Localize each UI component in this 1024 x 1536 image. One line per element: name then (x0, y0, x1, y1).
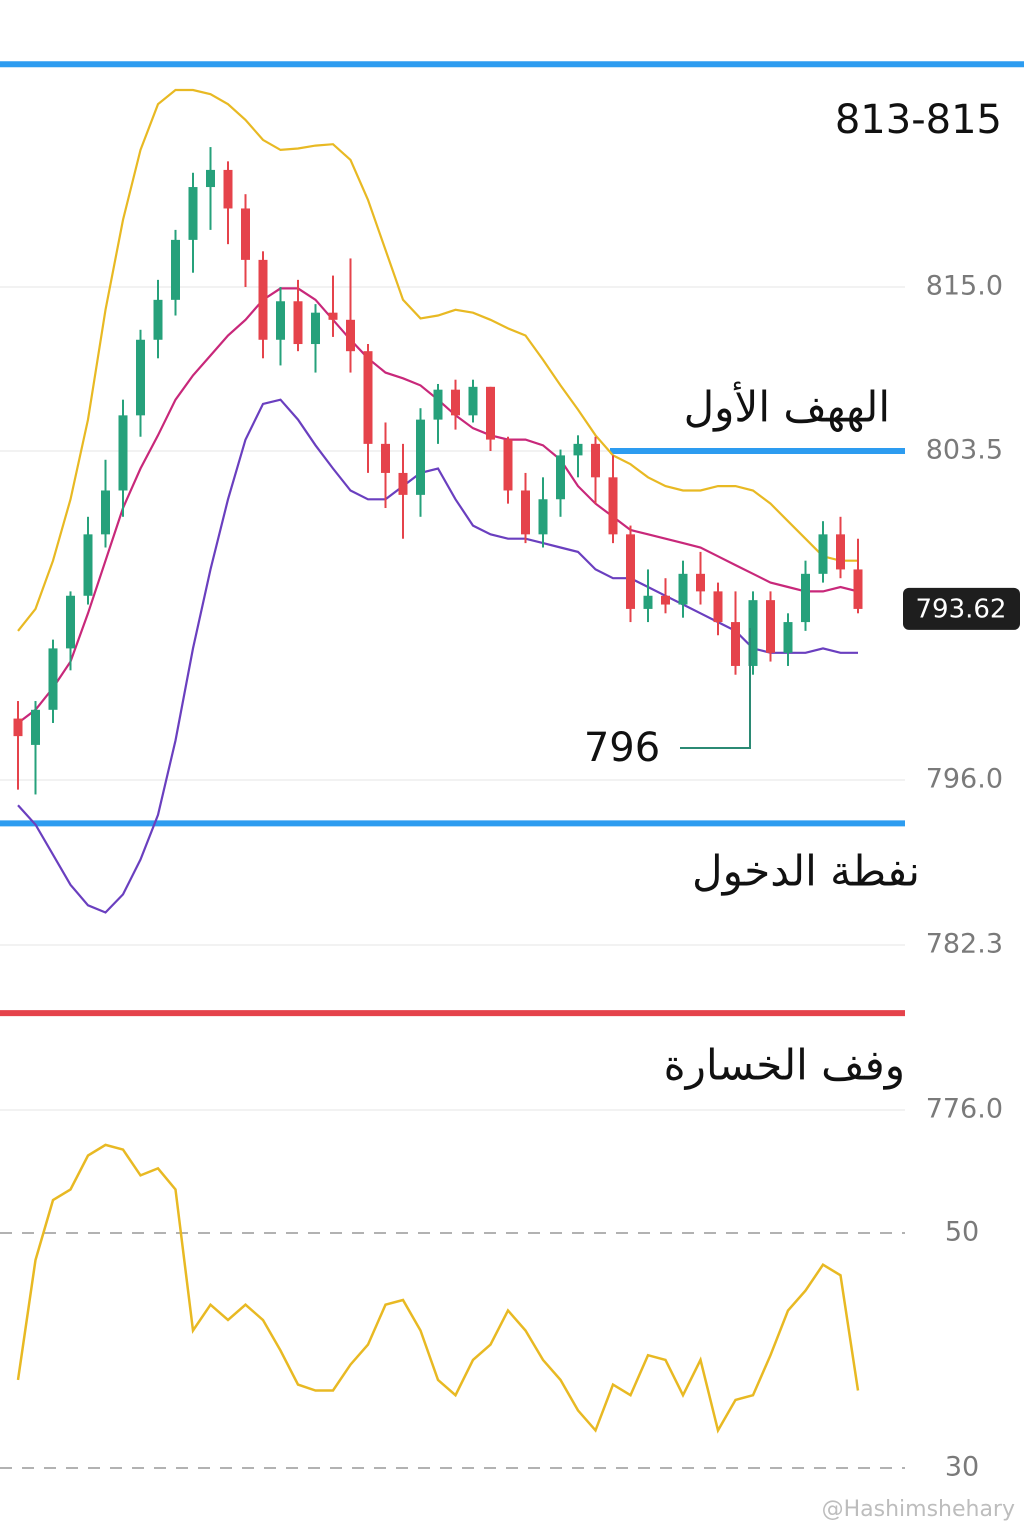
candle-body (118, 415, 128, 491)
candle-body (713, 591, 723, 623)
candle-body (678, 573, 688, 605)
candle-body (223, 169, 233, 209)
candle-body (556, 455, 565, 500)
candle-body (521, 490, 530, 535)
low-label: 796 (584, 725, 660, 771)
candle-body (293, 301, 303, 345)
candle-body (853, 569, 863, 609)
candle-body (311, 312, 320, 345)
price-tag (903, 587, 1020, 630)
rsi-line (16, 1143, 860, 1434)
candle-body (538, 499, 548, 535)
candle-body (206, 169, 215, 188)
candle-body (398, 472, 408, 495)
candle-body (591, 443, 600, 478)
candle-body (31, 709, 40, 745)
candle-body (836, 534, 845, 570)
candle-body (451, 389, 460, 416)
candle-body (136, 339, 145, 416)
candle-body (13, 718, 23, 737)
candle-body (643, 595, 653, 609)
y-tick-label: 803.5 (926, 435, 1003, 466)
low-callout (680, 628, 751, 749)
candle-body (101, 490, 110, 535)
band-line (17, 88, 858, 632)
candle-body (486, 386, 495, 440)
candle-body (608, 477, 618, 535)
candle-body (433, 389, 443, 420)
plot-layer: 815.0 803.5 796.0 782.3 776.0 793.62 50 30 (0, 61, 1024, 1483)
candle-body (731, 622, 740, 666)
candle-body (258, 259, 268, 340)
rsi-tick-label: 30 (945, 1452, 979, 1483)
candle-body (626, 534, 635, 609)
range-annotation: 813‑815 (835, 97, 1002, 143)
candle-body (48, 648, 58, 710)
candle-body (696, 573, 705, 592)
candle-body (346, 319, 355, 352)
candle-body (766, 600, 775, 653)
y-tick-label: 782.3 (926, 929, 1003, 960)
candle-body (818, 534, 828, 574)
candle-body (381, 443, 390, 473)
candle-body (188, 187, 198, 240)
entry-label: نفطة الدخول (692, 847, 920, 896)
candle-body (83, 534, 93, 596)
candle-body (573, 443, 583, 456)
candle-body (416, 419, 425, 495)
candle-body (801, 573, 810, 623)
stop-label: وفف الخسارة (664, 1041, 905, 1090)
candle-body (153, 299, 163, 340)
candle-body (171, 239, 180, 300)
candle-body (363, 351, 373, 444)
candle-body (276, 301, 285, 340)
candle-body (66, 595, 75, 649)
candle-body (468, 386, 478, 416)
target-label: الههف الأول (684, 381, 890, 433)
candle-body (783, 622, 793, 653)
y-tick-label: 815.0 (926, 271, 1003, 302)
price-tag-label: 793.62 (916, 594, 1007, 624)
y-tick-label: 776.0 (926, 1094, 1003, 1125)
candle-body (503, 439, 513, 491)
rsi-tick-label: 50 (945, 1217, 979, 1248)
watermark: @Hashimshehary (822, 1497, 1015, 1522)
candle-body (661, 595, 670, 605)
candle-body (748, 600, 758, 666)
candle-body (241, 208, 250, 260)
candle-body (328, 312, 338, 320)
y-tick-label: 796.0 (926, 764, 1003, 795)
